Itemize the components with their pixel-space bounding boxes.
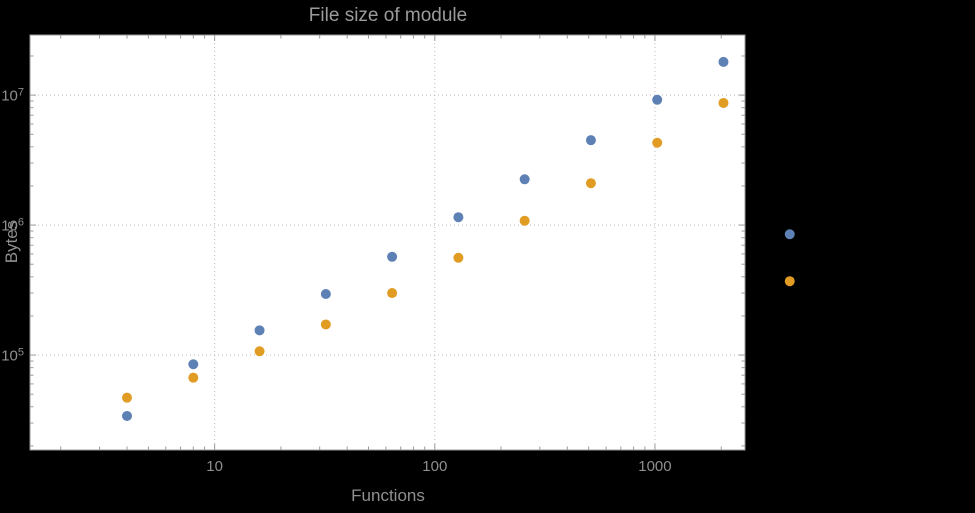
x-axis-label: Functions xyxy=(351,486,425,505)
data-point-series-blue xyxy=(453,212,464,223)
x-tick-label: 1000 xyxy=(638,458,672,475)
data-point-series-orange xyxy=(784,276,795,287)
data-point-series-blue xyxy=(585,135,596,146)
plot-area xyxy=(30,35,745,450)
y-tick-label: 106 xyxy=(1,216,24,235)
data-point-series-blue xyxy=(652,94,663,105)
plot-frame xyxy=(29,34,746,451)
data-point-series-orange xyxy=(188,372,199,383)
data-point-series-orange xyxy=(453,252,464,263)
chart-title: File size of module xyxy=(308,5,468,26)
data-point-series-orange xyxy=(387,288,398,299)
data-point-series-blue xyxy=(387,251,398,262)
data-point-series-orange xyxy=(519,215,530,226)
x-tick-label: 100 xyxy=(422,458,448,475)
data-point-series-blue xyxy=(718,56,729,67)
data-point-series-orange xyxy=(652,137,663,148)
y-tick-label: 107 xyxy=(1,86,24,105)
data-point-series-blue xyxy=(188,359,199,370)
data-point-series-blue xyxy=(519,174,530,185)
data-point-series-orange xyxy=(254,346,265,357)
data-point-series-blue xyxy=(122,410,133,421)
y-tick-label: 105 xyxy=(1,346,24,365)
data-point-series-orange xyxy=(320,319,331,330)
data-point-series-blue xyxy=(254,325,265,336)
data-point-series-blue xyxy=(320,288,331,299)
x-tick-label: 10 xyxy=(206,458,223,475)
data-point-series-orange xyxy=(122,392,133,403)
data-point-series-blue xyxy=(784,229,795,240)
data-point-series-orange xyxy=(718,97,729,108)
data-point-series-orange xyxy=(585,178,596,189)
